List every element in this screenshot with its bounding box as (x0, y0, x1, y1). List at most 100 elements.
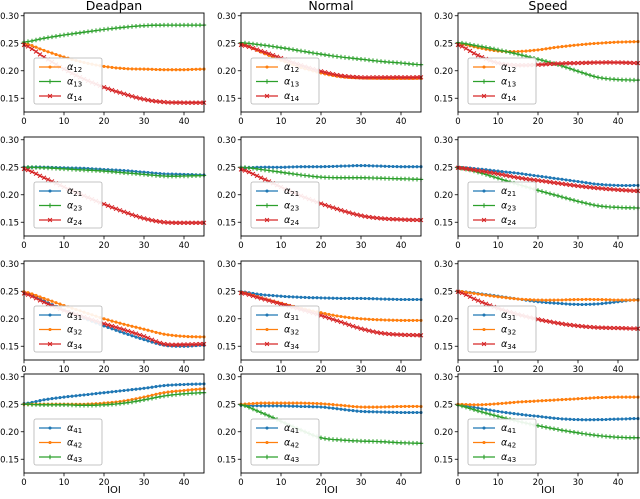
y-tick-label: 0.30 (217, 12, 236, 22)
axes-frame (457, 260, 639, 361)
x-tick-label: 30 (573, 241, 584, 251)
x-axis-label-ioi: IOI (324, 485, 338, 496)
axes-frame (240, 12, 422, 113)
axes-frame (240, 260, 422, 361)
y-tick-label: 0.15 (217, 94, 236, 104)
x-tick-label: 10 (493, 365, 504, 375)
legend-box (467, 418, 537, 466)
y-tick-label: 0.30 (217, 260, 236, 270)
legend-sample-marker (264, 217, 270, 223)
y-tick-label: 0.20 (217, 191, 236, 201)
x-tick-label: 20 (99, 478, 110, 488)
y-tick-label: 0.25 (217, 287, 236, 297)
x-tick-label: 30 (139, 117, 150, 127)
series-line-32 (23, 291, 204, 338)
x-tick-label: 20 (533, 365, 544, 375)
axis-ticks: 0 10 20 30 40 0.15 0.20 0.25 0.30 (434, 373, 623, 488)
x-tick-label: 20 (316, 365, 327, 375)
y-tick-label: 0.25 (217, 163, 236, 173)
y-tick-label: 0.20 (0, 67, 19, 77)
x-tick-label: 40 (613, 365, 624, 375)
series-line-34 (457, 291, 639, 330)
y-tick-label: 0.15 (434, 455, 453, 465)
legend-sample-marker (481, 341, 487, 347)
legend-sample-marker (264, 454, 270, 460)
x-tick-label: 40 (396, 478, 407, 488)
x-tick-label: 10 (59, 365, 70, 375)
y-tick-label: 0.25 (0, 287, 19, 297)
legend-sample-marker (47, 203, 53, 208)
series-markers-12 (456, 40, 640, 54)
y-tick-label: 0.15 (0, 455, 19, 465)
x-tick-label: 0 (21, 478, 26, 488)
y-tick-label: 0.15 (217, 455, 236, 465)
legend-sample-marker (264, 79, 270, 84)
x-tick-label: 20 (316, 241, 327, 251)
x-tick-label: 10 (276, 478, 287, 488)
axis-ticks: 0 10 20 30 40 0.15 0.20 0.25 0.30 (434, 260, 623, 375)
y-tick-label: 0.20 (434, 191, 453, 201)
legend-sample-marker (47, 454, 53, 460)
legend-box (33, 418, 103, 466)
series-group (455, 165, 640, 211)
series-line-31 (240, 291, 421, 301)
legend-sample-marker (264, 93, 270, 99)
x-tick-label: 0 (21, 241, 26, 251)
legend-box (467, 305, 537, 353)
legend-box (250, 418, 320, 466)
column-title-speed: Speed (528, 0, 568, 13)
y-tick-label: 0.30 (0, 260, 19, 270)
axes-frame (240, 136, 422, 237)
x-tick-label: 40 (396, 241, 407, 251)
x-tick-label: 10 (276, 241, 287, 251)
axes-frame (23, 373, 205, 474)
series-markers-13 (21, 22, 207, 45)
x-tick-label: 30 (356, 478, 367, 488)
axis-ticks: 0 10 20 30 40 0.15 0.20 0.25 0.30 (0, 260, 189, 375)
legend-sample-marker (481, 93, 487, 99)
x-tick-label: 30 (573, 117, 584, 127)
legend-sample-marker (47, 79, 53, 84)
legend-box (467, 181, 537, 229)
axis-ticks: 0 10 20 30 40 0.15 0.20 0.25 0.30 (217, 12, 406, 127)
legend-box (250, 305, 320, 353)
series-group (21, 382, 207, 408)
series-line-14 (240, 44, 421, 79)
x-axis-label-ioi: IOI (541, 485, 555, 496)
x-tick-label: 10 (59, 478, 70, 488)
y-tick-label: 0.15 (434, 342, 453, 352)
axes-frame (457, 373, 639, 474)
y-tick-label: 0.15 (217, 342, 236, 352)
y-tick-label: 0.20 (434, 315, 453, 325)
axes-frame (23, 136, 205, 237)
series-line-32 (457, 290, 638, 301)
series-line-41 (457, 404, 638, 421)
y-tick-label: 0.30 (434, 260, 453, 270)
x-tick-label: 20 (316, 478, 327, 488)
series-line-41 (240, 404, 421, 414)
series-line-12 (23, 42, 205, 71)
axis-ticks: 0 10 20 30 40 0.15 0.20 0.25 0.30 (217, 373, 406, 488)
axis-ticks: 0 10 20 30 40 0.15 0.20 0.25 0.30 (0, 136, 189, 251)
series-line-42 (457, 396, 638, 406)
y-tick-label: 0.20 (434, 428, 453, 438)
y-tick-label: 0.30 (217, 373, 236, 383)
legend-sample-marker (47, 217, 53, 223)
series-line-21 (23, 166, 205, 176)
legend-sample-marker (47, 341, 53, 347)
x-tick-label: 10 (493, 241, 504, 251)
legend-sample-marker (481, 217, 487, 223)
x-tick-label: 0 (455, 117, 460, 127)
